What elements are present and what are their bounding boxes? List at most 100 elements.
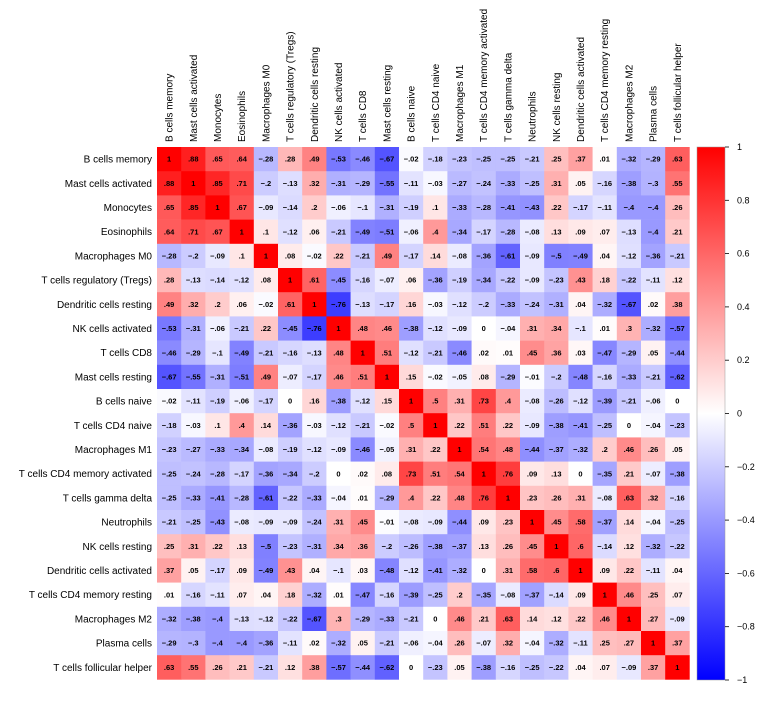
cell-value-label: 1 — [240, 227, 244, 236]
heatmap-cell — [616, 534, 642, 559]
cell-value-label: −.11 — [573, 639, 587, 648]
cell-value-label: −.17 — [307, 373, 322, 382]
heatmap-cell — [350, 243, 376, 269]
heatmap-cell — [495, 364, 521, 390]
cell-value-label: −.36 — [646, 252, 661, 261]
heatmap-cell — [544, 389, 569, 414]
cell-value-label: −.46 — [162, 348, 177, 357]
cell-value-label: −.21 — [379, 639, 394, 648]
cell-value-label: .49 — [382, 252, 392, 261]
cell-value-label: .32 — [188, 300, 198, 309]
cell-value-label: −.05 — [379, 445, 394, 454]
heatmap-cell — [495, 582, 521, 608]
heatmap-cell — [350, 582, 376, 608]
row-label-neutrophils: Neutrophils — [101, 518, 152, 529]
cell-value-label: .31 — [406, 445, 416, 454]
cell-value-label: −.01 — [379, 518, 394, 527]
heatmap-cell — [350, 340, 376, 366]
heatmap-cell — [253, 485, 279, 511]
heatmap-cell — [350, 316, 376, 341]
heatmap-cell — [181, 437, 206, 462]
cell-value-label: −.07 — [283, 373, 298, 382]
cell-value-label: −.32 — [597, 300, 612, 309]
cell-value-label: .22 — [624, 566, 634, 575]
cell-value-label: .22 — [454, 421, 464, 430]
heatmap-cell — [520, 389, 545, 414]
cell-value-label: .76 — [478, 494, 488, 503]
heatmap-cell — [520, 606, 545, 632]
heatmap-cell — [568, 147, 593, 172]
heatmap-cell — [423, 582, 448, 608]
cell-value-label: −.36 — [258, 469, 273, 478]
cell-value-label: −.31 — [331, 179, 346, 188]
heatmap-cell — [229, 558, 255, 583]
cell-value-label: .73 — [478, 397, 488, 406]
heatmap-cell — [205, 268, 230, 293]
cell-value-label: .1 — [214, 421, 220, 430]
cell-value-label: .55 — [672, 179, 682, 188]
cell-value-label: .27 — [624, 639, 634, 648]
heatmap-cell — [471, 171, 497, 196]
cell-value-label: .25 — [599, 639, 609, 648]
cell-value-label: .49 — [309, 155, 319, 164]
heatmap-cell — [495, 461, 521, 487]
cell-value-label: −.09 — [452, 324, 467, 333]
heatmap-cell — [616, 461, 642, 487]
cell-value-label: −.21 — [525, 155, 540, 164]
heatmap-cell — [568, 364, 593, 390]
colorbar-tick-label: −0.4 — [737, 515, 755, 525]
cell-value-label: −.04 — [331, 494, 347, 503]
colorbar: 1 0.8 0.6 0.4 0.2 0 −0.2 −0.4 −0.6 −0.8 −1 — [696, 142, 755, 685]
cell-value-label: .28 — [285, 155, 295, 164]
cell-value-label: −.41 — [210, 494, 225, 503]
cell-value-label: −.06 — [646, 397, 661, 406]
cell-value-label: 1 — [530, 518, 534, 527]
cell-value-label: −.31 — [186, 324, 201, 333]
cell-value-label: −.08 — [258, 445, 273, 454]
cell-value-label: .58 — [527, 566, 537, 575]
col-label-dendritic-cells-resting: Dendritic cells resting — [310, 47, 321, 142]
cell-value-label: −.4 — [648, 203, 659, 212]
cell-value-label: .01 — [599, 155, 609, 164]
cell-value-label: −.25 — [186, 518, 201, 527]
heatmap-cell — [205, 510, 230, 535]
heatmap-cell — [520, 364, 545, 390]
heatmap-cell — [302, 268, 327, 293]
cell-value-label: −.53 — [162, 324, 177, 333]
heatmap-cell — [423, 171, 448, 196]
heatmap-cell — [447, 631, 472, 656]
colorbar-tick-label: −0.2 — [737, 462, 755, 472]
cell-value-label: .06 — [406, 276, 416, 285]
cell-value-label: .14 — [430, 252, 441, 261]
cell-value-label: 1 — [191, 179, 195, 188]
cell-value-label: −.17 — [404, 252, 419, 261]
cell-value-label: −.38 — [670, 469, 685, 478]
heatmap-cell — [399, 147, 424, 172]
cell-value-label: .14 — [624, 518, 635, 527]
cell-value-label: .13 — [551, 227, 561, 236]
cell-value-label: −.46 — [355, 155, 370, 164]
heatmap-cell — [568, 606, 593, 632]
cell-value-label: −.16 — [186, 590, 201, 599]
heatmap-cell — [278, 485, 303, 511]
cell-value-label: −.23 — [283, 542, 298, 551]
heatmap-cell — [374, 582, 400, 608]
heatmap-cell — [616, 219, 642, 245]
cell-value-label: −.12 — [355, 397, 370, 406]
heatmap-cell — [229, 316, 255, 341]
cell-value-label: −.25 — [162, 494, 177, 503]
cell-value-label: −.2 — [309, 469, 320, 478]
heatmap-cell — [616, 364, 642, 390]
cell-value-label: −.34 — [452, 227, 468, 236]
cell-value-label: −.36 — [476, 252, 491, 261]
heatmap-cell — [374, 437, 400, 462]
cell-value-label: .71 — [188, 227, 198, 236]
heatmap-cell — [350, 364, 376, 390]
heatmap-cell — [665, 558, 690, 583]
heatmap-cell — [278, 171, 303, 196]
cell-value-label: .02 — [309, 639, 319, 648]
cell-value-label: .64 — [164, 227, 175, 236]
heatmap-cell — [157, 606, 182, 632]
heatmap-cell — [181, 171, 206, 196]
heatmap-cell — [495, 340, 521, 366]
